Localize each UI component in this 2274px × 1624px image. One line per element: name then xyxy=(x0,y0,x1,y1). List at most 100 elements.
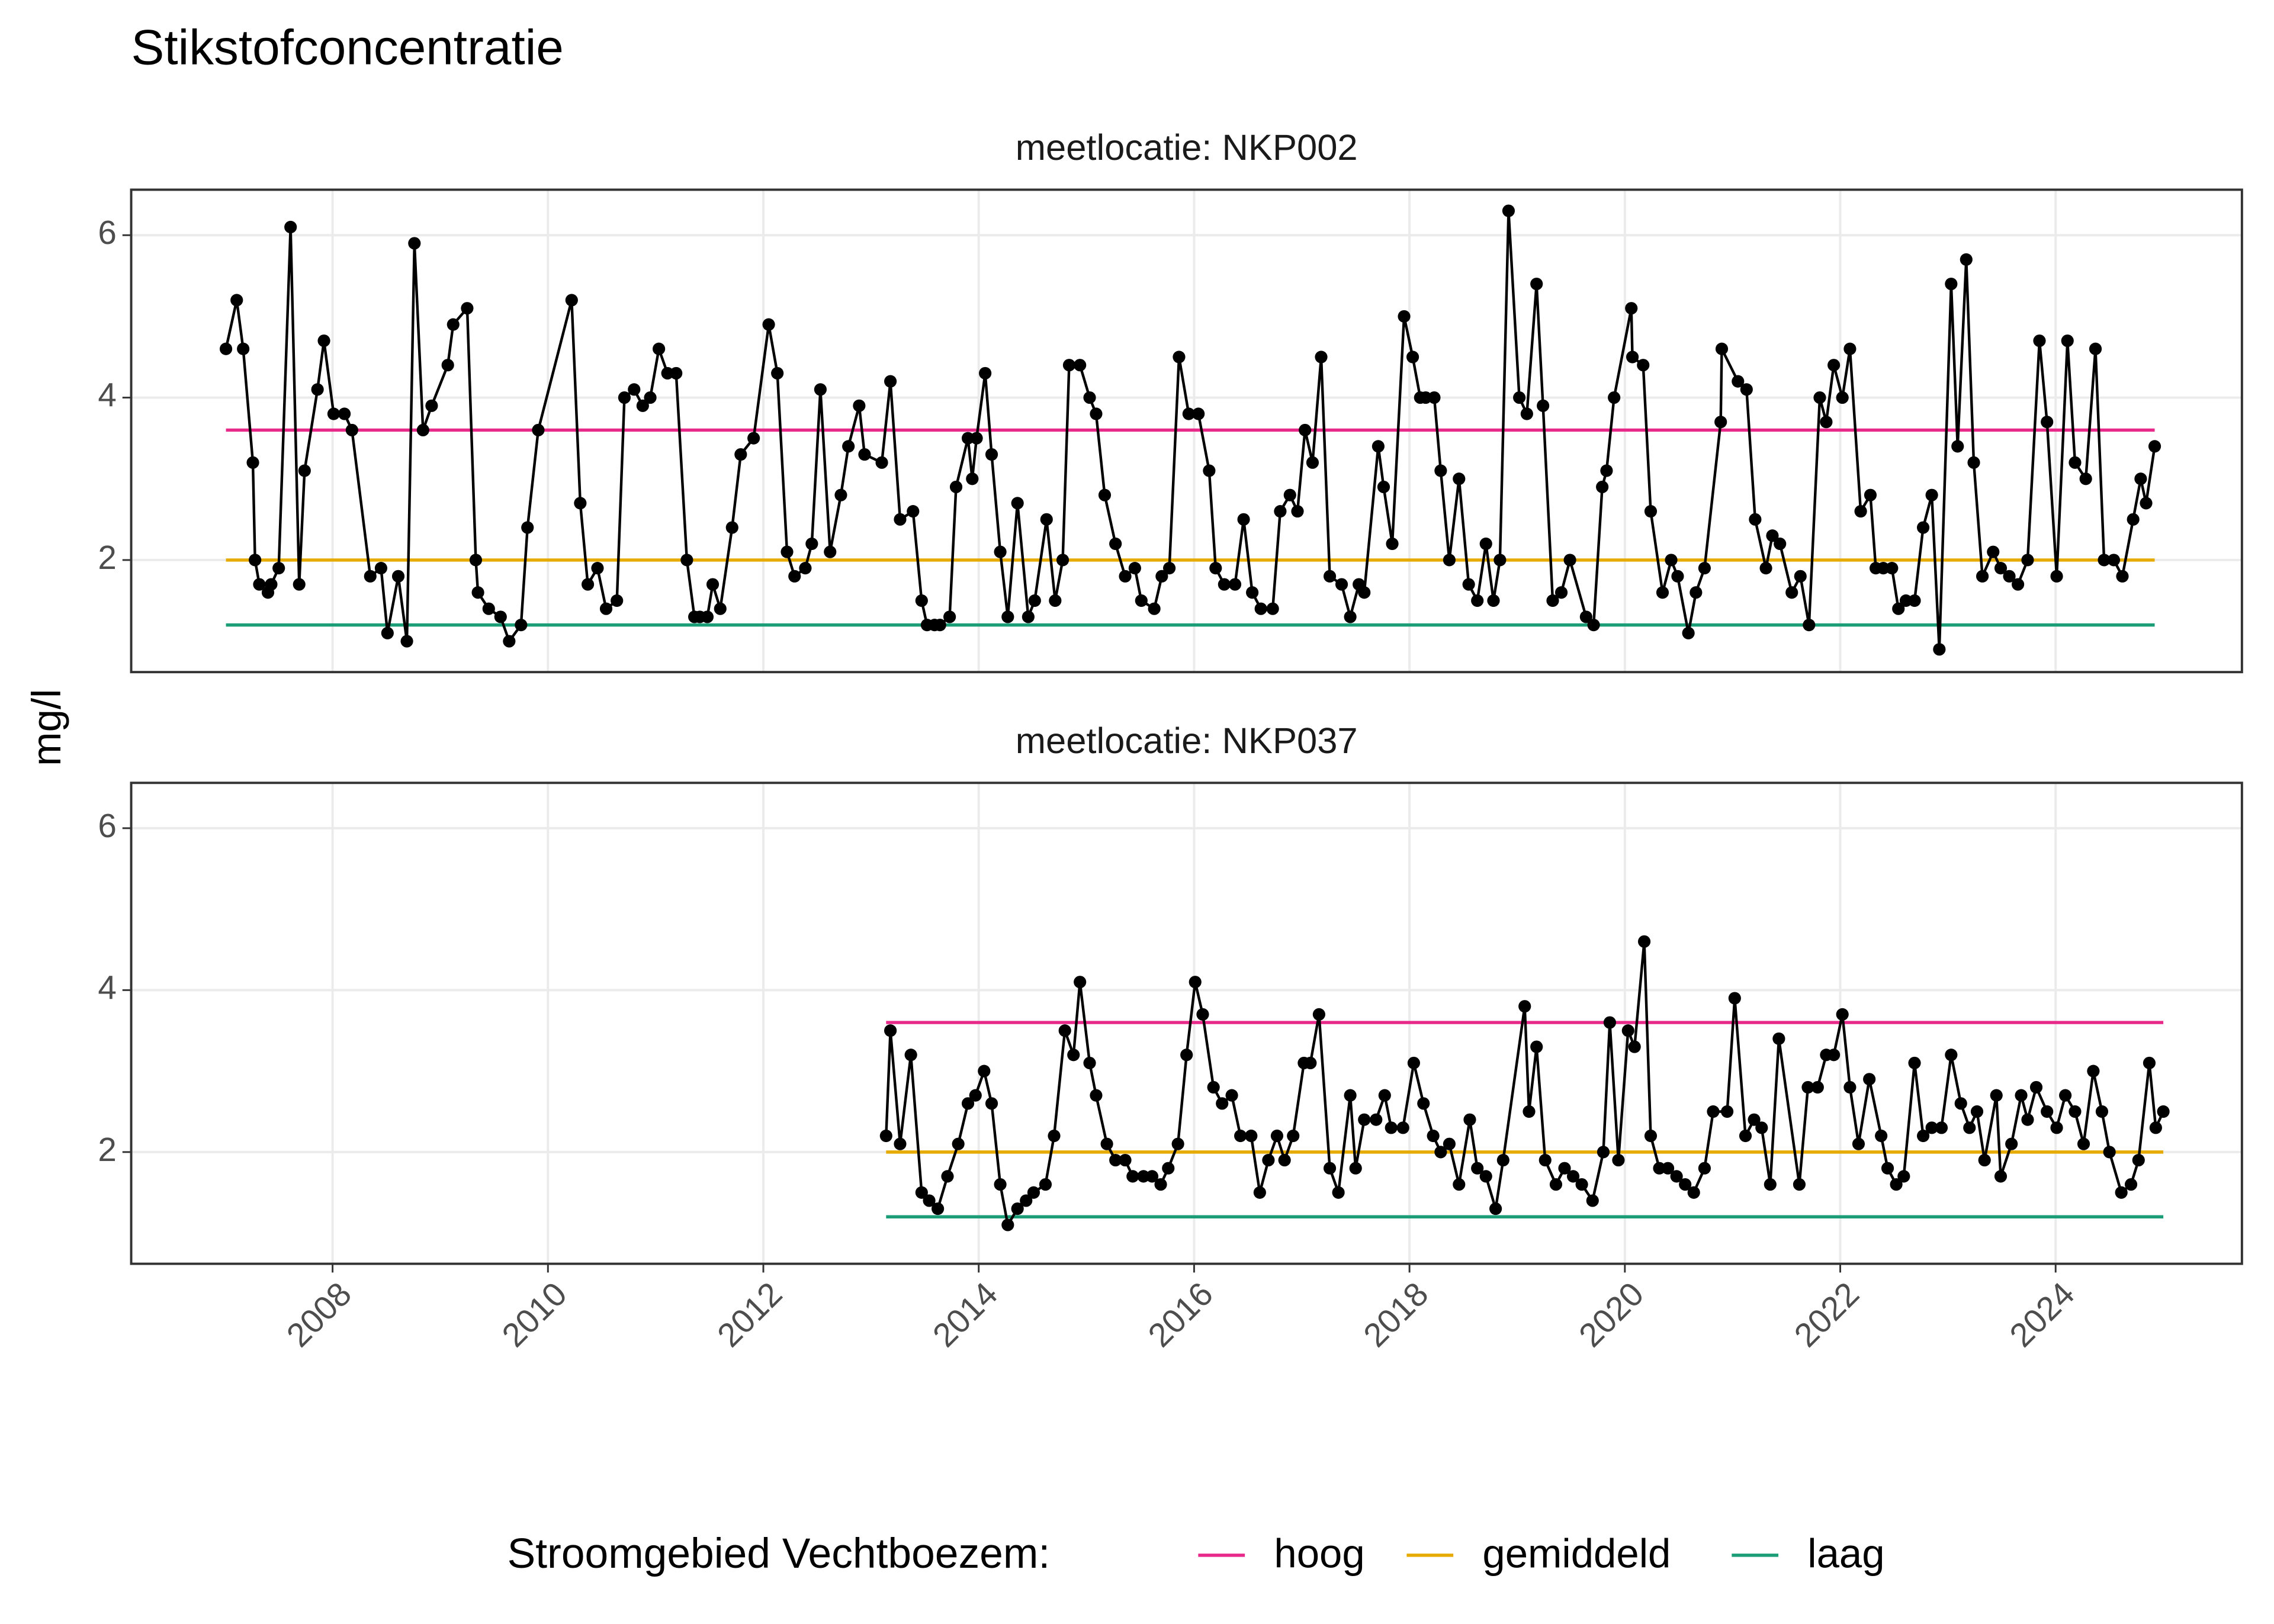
data-point xyxy=(1323,570,1337,583)
data-point xyxy=(1192,407,1205,420)
data-point xyxy=(1653,1162,1666,1175)
data-point xyxy=(1803,619,1816,632)
data-point xyxy=(1189,976,1202,989)
data-point xyxy=(2132,1153,2145,1167)
data-line xyxy=(885,941,2165,1229)
data-point xyxy=(2124,1178,2138,1191)
data-point xyxy=(1749,513,1762,526)
data-point xyxy=(1406,350,1419,364)
data-point xyxy=(1976,570,1989,583)
data-point xyxy=(1180,1049,1193,1062)
data-point xyxy=(345,423,358,437)
data-point xyxy=(219,342,233,355)
data-point xyxy=(2005,1137,2018,1150)
data-point xyxy=(574,497,587,510)
data-point xyxy=(381,626,394,639)
data-point xyxy=(628,383,641,396)
data-point xyxy=(771,366,784,380)
data-point xyxy=(1216,1097,1229,1110)
data-point xyxy=(1489,1202,1502,1215)
data-point xyxy=(1377,480,1390,494)
chart-title: Stikstofconcentratie xyxy=(131,20,564,75)
data-point xyxy=(416,423,429,437)
data-point xyxy=(1960,253,1973,266)
data-point xyxy=(1852,1137,1865,1150)
data-point xyxy=(1001,1218,1014,1231)
data-point xyxy=(1682,626,1695,639)
data-point xyxy=(1539,1153,1552,1167)
data-point xyxy=(1899,594,1913,607)
data-point xyxy=(834,488,847,501)
data-point xyxy=(2041,416,2054,429)
data-point xyxy=(923,1194,936,1207)
data-point xyxy=(2095,1105,2109,1118)
legend-title: Stroomgebied Vechtboezem: xyxy=(508,1530,1051,1577)
data-point xyxy=(706,578,720,591)
data-point xyxy=(1707,1105,1720,1118)
data-point xyxy=(978,1065,991,1078)
data-point xyxy=(1058,1024,1071,1037)
data-point xyxy=(1479,1170,1492,1183)
data-point xyxy=(1586,1194,1599,1207)
data-point xyxy=(1083,1056,1096,1070)
data-point xyxy=(1933,643,1946,656)
legend-label: laag xyxy=(1807,1531,1884,1577)
data-point xyxy=(230,294,243,307)
data-point xyxy=(725,521,738,534)
data-point xyxy=(1039,1178,1052,1191)
data-point xyxy=(1028,594,1041,607)
data-point xyxy=(1062,359,1076,372)
data-point xyxy=(408,237,421,250)
data-point xyxy=(1967,456,1980,469)
data-point xyxy=(1644,1129,1658,1143)
y-tick-label: 4 xyxy=(98,377,116,414)
data-point xyxy=(943,610,956,623)
data-point xyxy=(1579,610,1592,623)
panel-label: meetlocatie: NKP037 xyxy=(1016,721,1358,761)
data-point xyxy=(907,505,920,518)
data-point xyxy=(1419,391,1432,404)
data-point xyxy=(1162,1162,1175,1175)
data-point xyxy=(1378,1089,1391,1102)
data-point xyxy=(1126,1170,1139,1183)
data-point xyxy=(680,554,693,567)
data-point xyxy=(884,375,897,388)
data-point xyxy=(1209,562,1222,575)
data-point xyxy=(1530,1040,1543,1053)
data-point xyxy=(391,570,405,583)
data-point xyxy=(1854,505,1867,518)
panel-label: meetlocatie: NKP002 xyxy=(1016,127,1358,168)
data-point xyxy=(1443,554,1456,567)
data-point xyxy=(1863,1073,1876,1086)
data-point xyxy=(1396,1121,1409,1134)
data-point xyxy=(1109,1153,1122,1167)
data-point xyxy=(2021,554,2034,567)
data-point xyxy=(894,1137,907,1150)
data-point xyxy=(1793,1178,1806,1191)
data-point xyxy=(1090,1089,1103,1102)
data-point xyxy=(1518,1000,1531,1013)
data-point xyxy=(2077,1137,2090,1150)
data-point xyxy=(311,383,324,396)
data-point xyxy=(1890,1178,1903,1191)
data-point xyxy=(1245,1129,1258,1143)
data-point xyxy=(1349,1162,1362,1175)
data-point xyxy=(1520,407,1533,420)
data-point xyxy=(582,578,595,591)
data-point xyxy=(2107,554,2121,567)
data-point xyxy=(1628,1040,1641,1053)
data-point xyxy=(441,359,454,372)
data-point xyxy=(1344,1089,1357,1102)
y-tick-label: 2 xyxy=(98,539,116,576)
data-point xyxy=(842,440,855,453)
data-point xyxy=(1083,391,1096,404)
data-point xyxy=(1608,391,1621,404)
data-point xyxy=(2134,472,2147,485)
data-point xyxy=(788,570,801,583)
data-point xyxy=(469,554,483,567)
data-point xyxy=(1453,1178,1466,1191)
data-point xyxy=(1978,1153,1991,1167)
data-point xyxy=(1011,497,1024,510)
data-point xyxy=(734,448,747,461)
